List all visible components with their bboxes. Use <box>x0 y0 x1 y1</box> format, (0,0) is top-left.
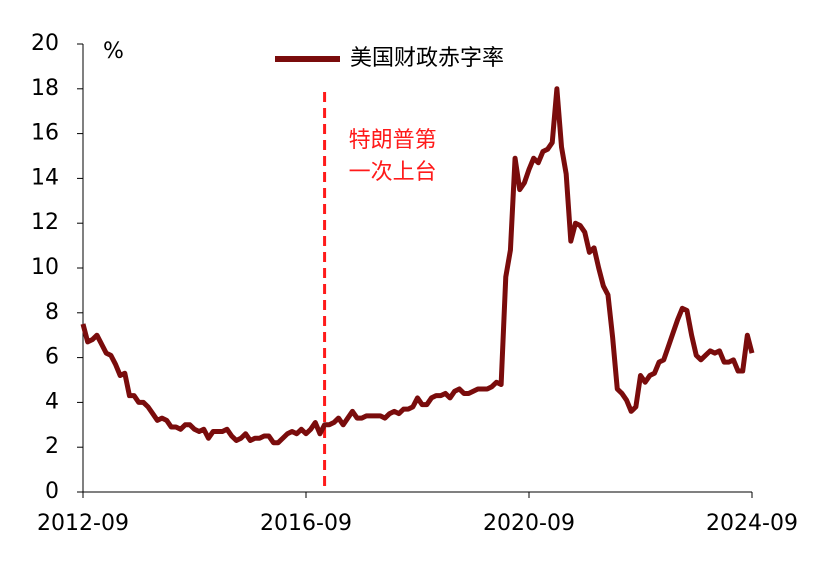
y-tick-label: 8 <box>45 300 59 325</box>
x-tick-label: 2016-09 <box>260 511 352 536</box>
legend-label: 美国财政赤字率 <box>350 46 504 71</box>
y-tick-label: 20 <box>31 31 59 56</box>
x-tick-label: 2012-09 <box>37 511 129 536</box>
x-tick-label: 2020-09 <box>483 511 575 536</box>
data-line <box>80 86 755 446</box>
y-tick-label: 4 <box>45 389 59 414</box>
x-tick-label: 2024-09 <box>706 511 798 536</box>
annotation-text: 特朗普第 <box>349 128 437 153</box>
y-tick-label: 18 <box>31 76 59 101</box>
y-tick-label: 12 <box>31 210 59 235</box>
y-tick-label: 10 <box>31 255 59 280</box>
y-tick-label: 6 <box>45 345 59 370</box>
y-tick-label: 0 <box>45 479 59 504</box>
y-axis-label: % <box>103 39 124 64</box>
annotation-text: 一次上台 <box>349 160 437 185</box>
y-tick-label: 14 <box>31 165 59 190</box>
y-tick-label: 2 <box>45 434 59 459</box>
y-tick-label: 16 <box>31 121 59 146</box>
